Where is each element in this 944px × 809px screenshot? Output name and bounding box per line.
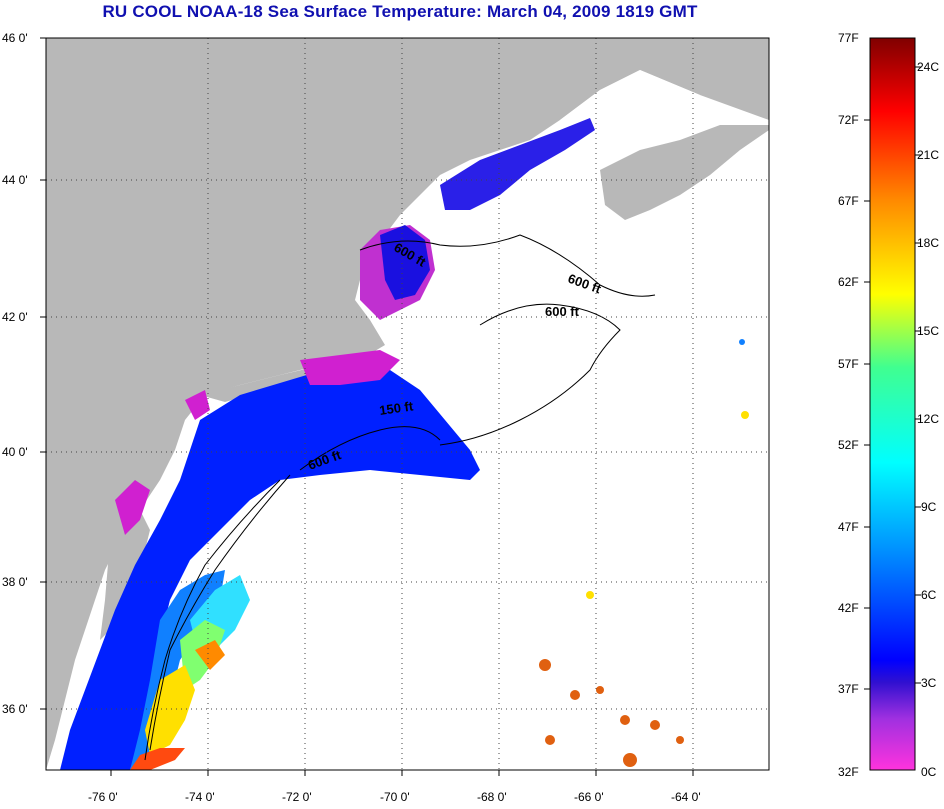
- lat-label: 46 0': [2, 31, 28, 45]
- lat-label: 40 0': [2, 445, 28, 459]
- cb-f-label: 57F: [838, 357, 859, 371]
- land-long-island: [200, 368, 330, 402]
- sst-data: [60, 118, 749, 770]
- cb-f-label: 77F: [838, 31, 859, 45]
- land-delmarva: [100, 510, 150, 640]
- cb-f-label: 52F: [838, 438, 859, 452]
- cb-f-label: 42F: [838, 601, 859, 615]
- cb-c-label: 0C: [921, 765, 937, 779]
- cb-c-label: 18C: [917, 236, 939, 250]
- depth-label: 150 ft: [378, 398, 414, 418]
- cb-f-label: 62F: [838, 275, 859, 289]
- lat-label: 38 0': [2, 575, 28, 589]
- cb-c-label: 6C: [921, 588, 937, 602]
- colorbar-ticks: [864, 66, 921, 690]
- map-area: [46, 38, 769, 770]
- colorbar-celsius-labels: 24C 21C 18C 15C 12C 9C 6C 3C 0C: [917, 60, 939, 779]
- grid-lines: [46, 38, 769, 770]
- lat-label: 42 0': [2, 310, 28, 324]
- lon-label: -64 0': [671, 790, 701, 804]
- cb-c-label: 3C: [921, 676, 937, 690]
- lon-label: -72 0': [282, 790, 312, 804]
- colorbar: 77F 72F 67F 62F 57F 52F 47F 42F 37F 32F …: [838, 31, 939, 779]
- longitude-labels: -76 0' -74 0' -72 0' -70 0' -68 0' -66 0…: [88, 790, 701, 804]
- lon-label: -70 0': [380, 790, 410, 804]
- cb-f-label: 47F: [838, 520, 859, 534]
- land-mainland: [46, 38, 769, 770]
- depth-label: 600 ft: [545, 304, 580, 319]
- colorbar-fahrenheit-labels: 77F 72F 67F 62F 57F 52F 47F 42F 37F 32F: [838, 31, 859, 779]
- frame-ticks: [40, 37, 694, 776]
- lon-label: -66 0': [574, 790, 604, 804]
- cb-c-label: 24C: [917, 60, 939, 74]
- lon-label: -74 0': [185, 790, 215, 804]
- cb-c-label: 15C: [917, 324, 939, 338]
- cb-f-label: 67F: [838, 194, 859, 208]
- cb-f-label: 72F: [838, 113, 859, 127]
- map-frame: [45, 37, 770, 771]
- cb-f-label: 32F: [838, 765, 859, 779]
- lat-label: 36 0': [2, 702, 28, 716]
- land-nova-scotia: [600, 125, 769, 220]
- lat-label: 44 0': [2, 173, 28, 187]
- cb-c-label: 12C: [917, 412, 939, 426]
- cb-c-label: 9C: [921, 500, 937, 514]
- depth-contours: [144, 234, 656, 761]
- cb-c-label: 21C: [917, 148, 939, 162]
- latitude-labels: 46 0' 44 0' 42 0' 40 0' 38 0' 36 0': [2, 31, 28, 716]
- cb-f-label: 37F: [838, 682, 859, 696]
- lon-label: -68 0': [477, 790, 507, 804]
- colorbar-gradient: [869, 37, 916, 771]
- lon-label: -76 0': [88, 790, 118, 804]
- map-title: RU COOL NOAA-18 Sea Surface Temperature:…: [102, 2, 698, 21]
